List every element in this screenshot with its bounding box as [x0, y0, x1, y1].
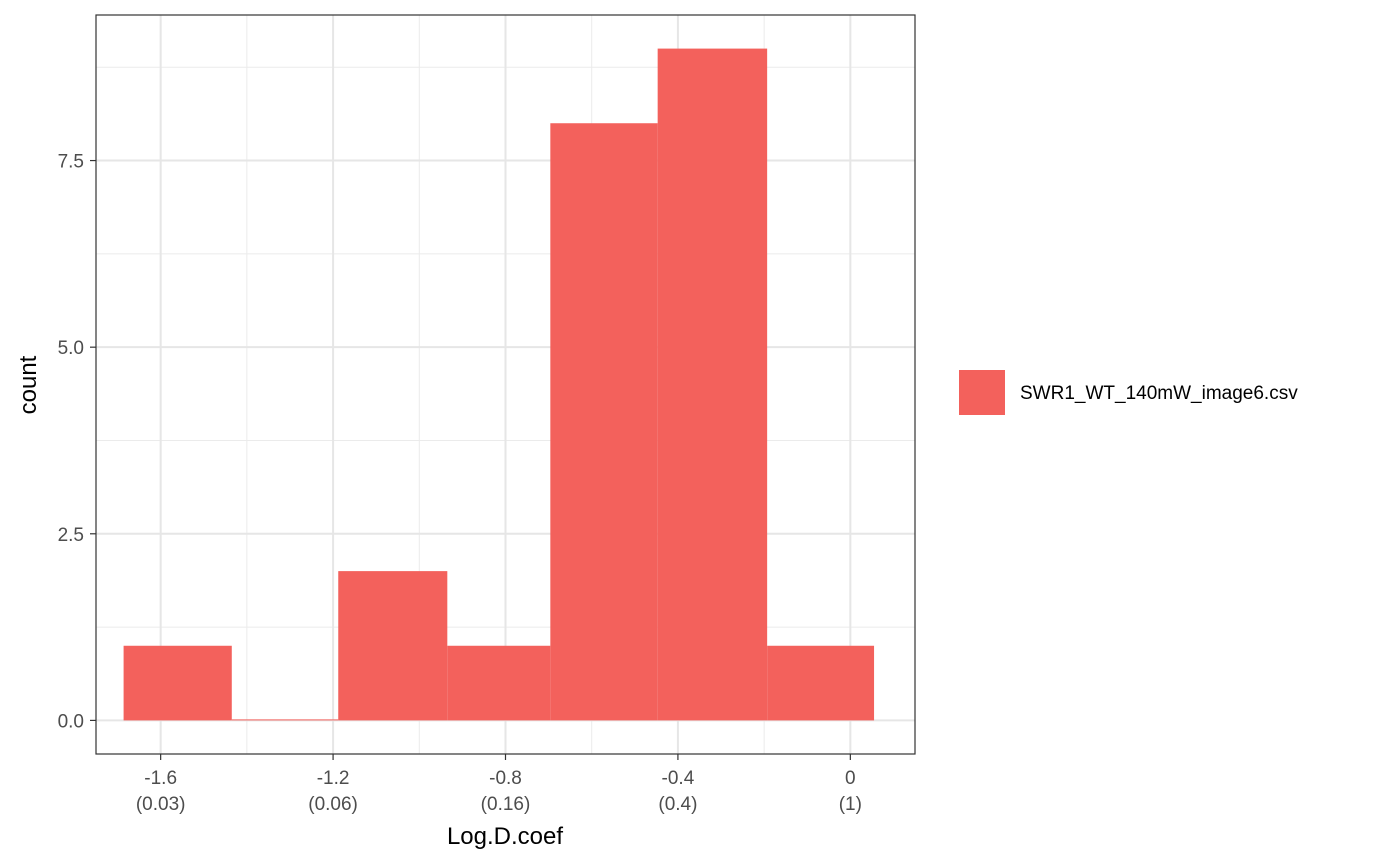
y-tick-label: 0.0	[58, 711, 84, 732]
histogram-bar	[767, 645, 875, 721]
histogram-bar	[657, 48, 768, 721]
x-tick-sublabel: (0.03)	[136, 794, 186, 815]
y-tick-label: 7.5	[58, 152, 84, 173]
histogram-bar	[550, 123, 658, 721]
x-tick-label: 0	[845, 768, 856, 789]
histogram-bars	[123, 48, 875, 721]
histogram-bar	[123, 645, 232, 721]
x-tick-sublabel: (0.16)	[481, 794, 531, 815]
y-tick-label: 5.0	[58, 338, 84, 359]
legend-label: SWR1_WT_140mW_image6.csv	[1020, 383, 1298, 404]
x-axis: -1.6 (0.03) -1.2 (0.06) -0.8 (0.16) -0.4 (0.4) 0…	[136, 754, 862, 815]
x-axis-title: Log.D.coef	[447, 823, 563, 850]
histogram-bar	[231, 719, 339, 721]
x-tick-sublabel: (0.06)	[308, 794, 358, 815]
histogram-bar	[338, 571, 448, 721]
x-tick-label: -1.6	[144, 768, 177, 789]
x-tick-label: -1.2	[317, 768, 350, 789]
y-axis: 0.0 2.5 5.0 7.5	[58, 152, 96, 732]
x-tick-sublabel: (0.4)	[658, 794, 697, 815]
x-tick-sublabel: (1)	[839, 794, 862, 815]
x-tick-label: -0.4	[662, 768, 695, 789]
y-tick-label: 2.5	[58, 525, 84, 546]
legend-swatch	[959, 370, 1005, 415]
y-axis-title: count	[15, 355, 42, 414]
x-tick-label: -0.8	[489, 768, 522, 789]
histogram-bar	[447, 645, 551, 721]
legend: SWR1_WT_140mW_image6.csv	[959, 370, 1298, 415]
